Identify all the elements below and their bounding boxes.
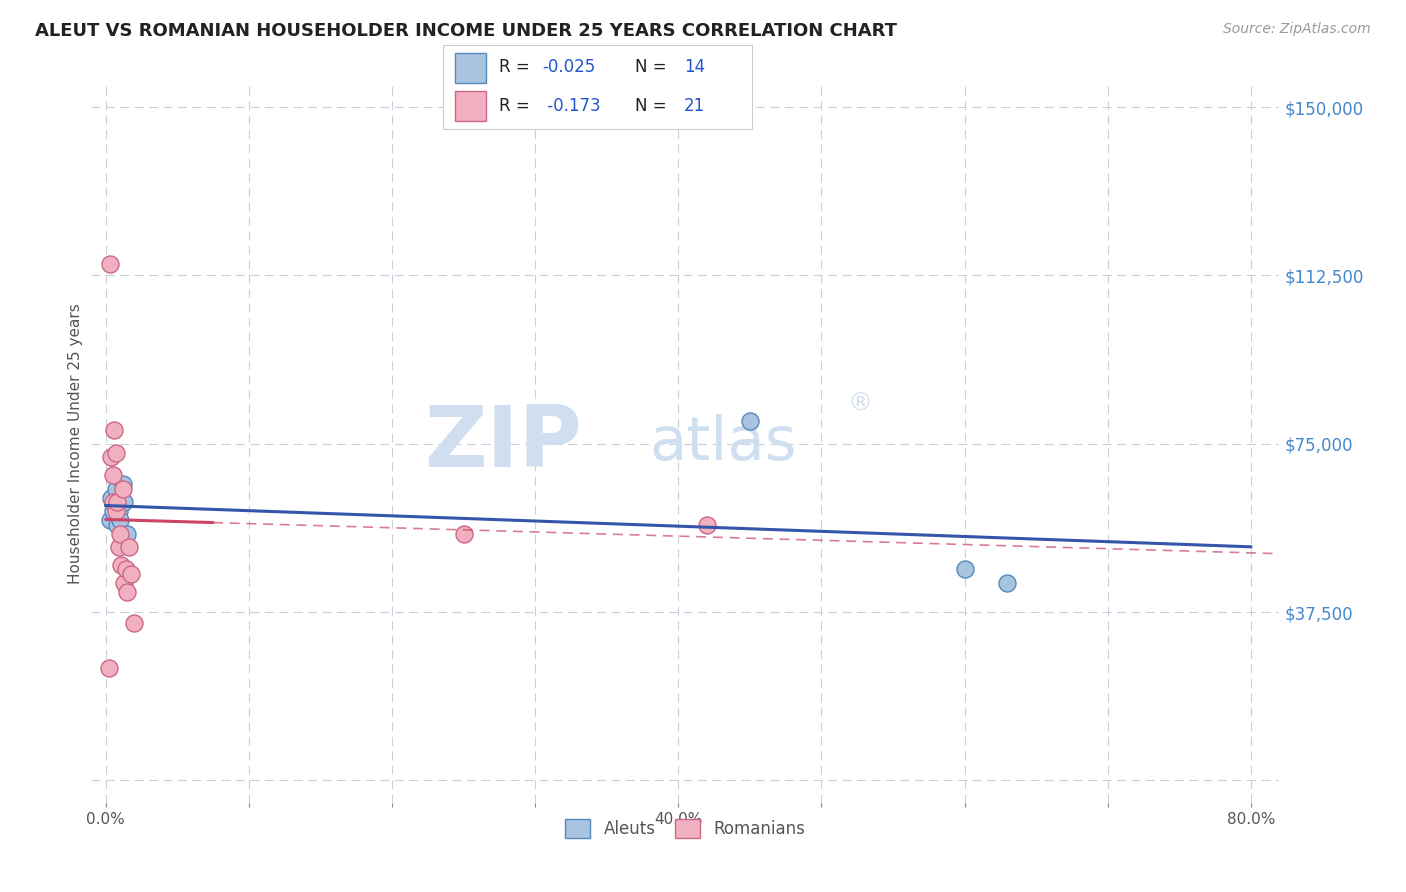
Text: atlas: atlas <box>650 414 797 474</box>
Point <box>997 575 1019 590</box>
Point <box>100 491 122 505</box>
Point <box>110 558 132 572</box>
Point <box>115 526 138 541</box>
Point <box>100 450 122 465</box>
Point <box>105 495 128 509</box>
Point <box>103 495 125 509</box>
Point <box>111 477 134 491</box>
Y-axis label: Householder Income Under 25 years: Householder Income Under 25 years <box>67 303 83 584</box>
Point <box>103 423 125 437</box>
Point <box>97 661 120 675</box>
Point <box>953 562 976 576</box>
Point <box>101 495 124 509</box>
Point <box>114 562 136 576</box>
Point <box>107 504 129 518</box>
Text: R =: R = <box>499 96 534 114</box>
Point <box>104 446 127 460</box>
Point <box>738 414 761 428</box>
Point <box>696 517 718 532</box>
Point <box>112 495 135 509</box>
Text: N =: N = <box>634 59 672 77</box>
Point <box>117 540 139 554</box>
Text: ZIP: ZIP <box>425 402 582 485</box>
Text: 21: 21 <box>685 96 706 114</box>
Point <box>108 526 131 541</box>
Text: -0.173: -0.173 <box>541 96 600 114</box>
Text: -0.025: -0.025 <box>541 59 595 77</box>
Point <box>115 585 138 599</box>
Text: Source: ZipAtlas.com: Source: ZipAtlas.com <box>1223 22 1371 37</box>
Point <box>98 257 121 271</box>
Text: 14: 14 <box>685 59 706 77</box>
Point <box>101 504 124 518</box>
Point <box>111 482 134 496</box>
Point <box>105 517 128 532</box>
Point <box>124 616 146 631</box>
Text: N =: N = <box>634 96 672 114</box>
Point <box>101 468 124 483</box>
Point <box>453 526 475 541</box>
Point <box>121 566 143 581</box>
Text: ®: ® <box>846 392 872 417</box>
Point <box>108 513 131 527</box>
Legend: Aleuts, Romanians: Aleuts, Romanians <box>558 812 813 845</box>
Point <box>107 540 129 554</box>
Point <box>104 504 127 518</box>
Bar <box>456 91 486 120</box>
Text: ALEUT VS ROMANIAN HOUSEHOLDER INCOME UNDER 25 YEARS CORRELATION CHART: ALEUT VS ROMANIAN HOUSEHOLDER INCOME UND… <box>35 22 897 40</box>
Point <box>98 513 121 527</box>
Text: R =: R = <box>499 59 534 77</box>
Point <box>112 575 135 590</box>
Bar <box>456 54 486 83</box>
Point <box>104 482 127 496</box>
